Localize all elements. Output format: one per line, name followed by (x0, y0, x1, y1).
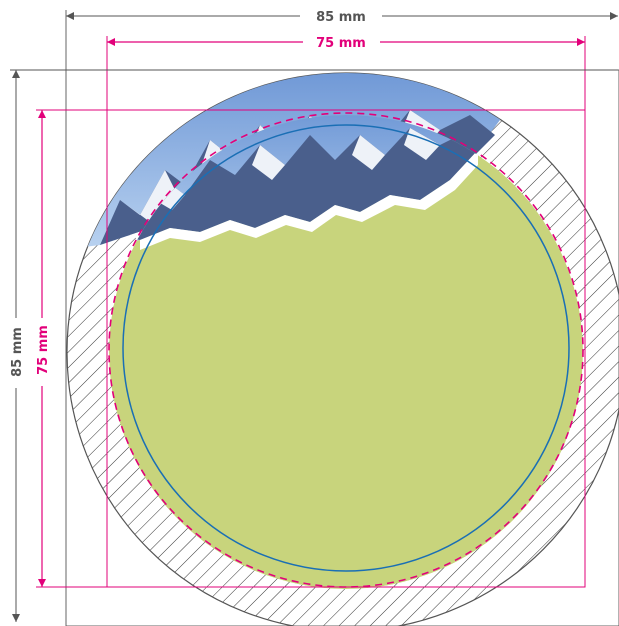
inner-width-dimension: 75 mm (106, 36, 586, 110)
outer-height-label: 85 mm (10, 327, 25, 377)
inner-height-label: 75 mm (36, 325, 51, 375)
outer-width-dimension: 85 mm (65, 10, 618, 70)
inner-bounding-box (106, 109, 586, 588)
inner-width-label: 75 mm (316, 36, 366, 51)
product-fill (109, 115, 583, 589)
inner-height-dimension: 75 mm (36, 109, 107, 588)
outer-height-dimension: 85 mm (10, 69, 618, 622)
outer-width-label: 85 mm (316, 10, 366, 25)
safe-area-line (122, 124, 570, 572)
